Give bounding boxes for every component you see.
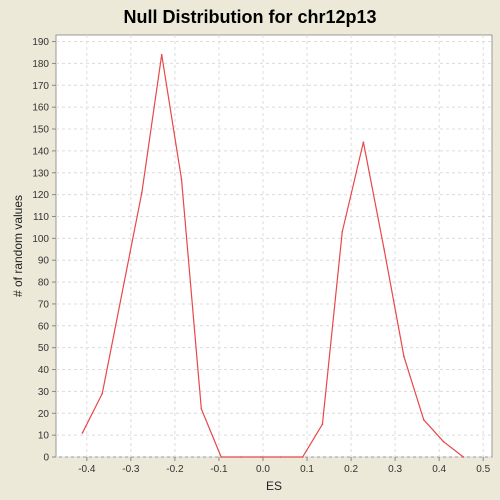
y-tick-label: 190: [32, 37, 49, 48]
x-tick-label: -0.1: [210, 464, 228, 475]
data-point: [362, 141, 365, 143]
data-point: [160, 53, 163, 56]
y-tick-label: 20: [38, 409, 50, 420]
y-tick-label: 0: [43, 453, 49, 464]
x-axis: -0.4 -0.3 -0.2 -0.1 0.0 0.1 0.2 0.3 0.4 0.5: [78, 457, 491, 475]
data-point: [422, 419, 425, 421]
data-point: [141, 191, 143, 194]
data-point: [259, 456, 262, 458]
y-tick-label: 70: [38, 299, 50, 310]
data-point: [81, 432, 84, 434]
y-tick-label: 40: [38, 365, 50, 376]
y-axis: 0 10 20 30 40 50 60 70 80 90 100 110 120 130 140 150 160…: [32, 37, 56, 464]
plot-area: [55, 34, 493, 458]
x-tick-label: 0.5: [476, 464, 490, 475]
y-tick-label: 60: [38, 321, 50, 332]
y-tick-label: 130: [32, 168, 49, 179]
data-point: [220, 456, 222, 458]
data-point: [321, 423, 324, 426]
x-tick-label: 0.1: [300, 464, 314, 475]
x-tick-label: 0.0: [256, 464, 270, 475]
y-tick-label: 10: [38, 431, 50, 442]
data-points: [81, 53, 465, 458]
data-point: [200, 408, 203, 410]
x-tick-label: -0.2: [166, 464, 184, 475]
data-point: [403, 355, 405, 358]
x-tick-label: 0.3: [388, 464, 402, 475]
y-tick-label: 100: [32, 234, 49, 245]
chart-title: Null Distribution for chr12p13: [123, 7, 376, 27]
data-point: [301, 456, 304, 458]
x-tick-label: -0.3: [122, 464, 140, 475]
y-tick-label: 150: [32, 125, 49, 136]
y-axis-label: # of random values: [11, 195, 25, 297]
y-tick-label: 110: [33, 212, 49, 223]
y-tick-label: 140: [32, 146, 49, 157]
data-point: [341, 230, 344, 233]
y-tick-label: 30: [38, 387, 50, 398]
x-tick-label: 0.4: [432, 464, 446, 475]
y-tick-label: 170: [32, 81, 49, 92]
y-tick-label: 80: [38, 278, 50, 289]
data-point: [462, 456, 465, 458]
y-tick-label: 160: [32, 103, 49, 114]
data-point: [442, 440, 445, 443]
y-tick-label: 120: [32, 190, 49, 201]
y-tick-label: 50: [38, 343, 50, 354]
y-tick-label: 180: [32, 59, 49, 70]
data-point: [383, 248, 385, 251]
x-tick-label: 0.2: [344, 464, 358, 475]
y-tick-label: 90: [38, 256, 50, 267]
data-point: [180, 178, 183, 181]
data-point: [279, 456, 282, 458]
x-axis-label: ES: [266, 479, 282, 493]
data-point: [101, 392, 104, 395]
x-tick-label: -0.4: [78, 464, 96, 475]
data-point: [240, 456, 242, 458]
